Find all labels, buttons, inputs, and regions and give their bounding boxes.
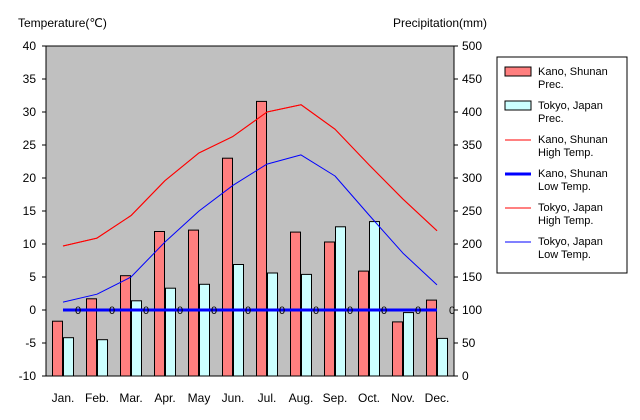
line-series-3 — [62, 154, 438, 303]
bar-tokyo-prec-1 — [97, 339, 108, 377]
x-tick-label-6: Jul. — [258, 391, 277, 405]
y-left-tick-label-4: 20 — [23, 171, 37, 185]
y-left-tick-label-9: -5 — [25, 336, 36, 350]
y-right-tick-label-1: 450 — [462, 72, 482, 86]
bar-tokyo-prec-11 — [437, 337, 448, 377]
bar-kano-prec-1 — [86, 298, 97, 377]
y-right-tick-label-2: 400 — [462, 105, 482, 119]
bar-tokyo-prec-3 — [165, 287, 176, 377]
zero-marker-5: 0 — [245, 305, 251, 317]
y-left-tick-label-3: 25 — [23, 138, 37, 152]
bars-layer — [52, 100, 448, 377]
y-axis-left-title: Temperature(℃) — [18, 16, 107, 30]
x-tick-label-11: Dec. — [425, 391, 450, 405]
legend-swatch-0 — [504, 66, 532, 77]
y-right-tick-label-5: 250 — [462, 204, 482, 218]
legend-box — [496, 56, 628, 274]
x-tick-label-9: Oct. — [358, 391, 380, 405]
x-tick-label-5: Jun. — [222, 391, 245, 405]
legend-label-4-line2: High Temp. — [538, 215, 593, 227]
y-right-tick-label-10: 0 — [462, 369, 469, 383]
bar-kano-prec-9 — [358, 270, 369, 377]
bar-kano-prec-7 — [290, 231, 301, 377]
plot-area — [45, 45, 455, 377]
line-series-0 — [62, 104, 438, 247]
zero-marker-11: 0 — [449, 305, 455, 317]
legend-label-5-line2: Low Temp. — [538, 249, 591, 261]
zero-marker-4: 0 — [211, 305, 217, 317]
legend-label-2-line1: Kano, Shunan — [538, 134, 608, 146]
y-right-tick-label-0: 500 — [462, 39, 482, 53]
x-tick-label-4: May — [188, 391, 211, 405]
bar-tokyo-prec-0 — [63, 337, 74, 377]
y-left-tick-label-8: 0 — [29, 303, 36, 317]
x-tick-label-10: Nov. — [391, 391, 415, 405]
bar-kano-prec-6 — [256, 100, 267, 377]
zero-marker-9: 0 — [381, 305, 387, 317]
y-right-tick-label-9: 50 — [462, 336, 476, 350]
zero-marker-1: 0 — [109, 305, 115, 317]
y-left-tick-label-5: 15 — [23, 204, 37, 218]
y-right-tick-label-3: 350 — [462, 138, 482, 152]
x-axis: Jan. Feb. Mar. Apr. May Jun. Jul. Aug. Sep. Oct. N… — [52, 391, 450, 405]
zero-markers-layer: 0 0 0 0 0 0 0 0 0 0 0 0 — [75, 305, 455, 317]
x-tick-label-3: Apr. — [154, 391, 175, 405]
bar-kano-prec-4 — [188, 229, 199, 377]
bar-tokyo-prec-5 — [233, 264, 244, 377]
bar-kano-prec-10 — [392, 321, 403, 377]
x-tick-label-1: Feb. — [85, 391, 109, 405]
y-left-tick-label-7: 5 — [29, 270, 36, 284]
bar-tokyo-prec-2 — [131, 300, 142, 377]
x-tick-label-2: Mar. — [119, 391, 142, 405]
y-left-tick-label-0: 40 — [23, 39, 37, 53]
legend-label-1-line2: Prec. — [538, 113, 564, 125]
y-left-tick-label-10: -10 — [19, 369, 37, 383]
legend-label-4-line1: Tokyo, Japan — [538, 202, 603, 214]
lines-layer — [62, 104, 438, 312]
zero-marker-6: 0 — [279, 305, 285, 317]
y-right-tick-label-6: 200 — [462, 237, 482, 251]
x-tick-label-8: Sep. — [323, 391, 348, 405]
bar-tokyo-prec-4 — [199, 283, 210, 377]
zero-marker-7: 0 — [313, 305, 319, 317]
zero-marker-8: 0 — [347, 305, 353, 317]
zero-marker-10: 0 — [415, 305, 421, 317]
bar-tokyo-prec-8 — [335, 226, 346, 377]
y-right-tick-label-4: 300 — [462, 171, 482, 185]
y-axis-right-title: Precipitation(mm) — [393, 16, 487, 30]
y-left-tick-label-1: 35 — [23, 72, 37, 86]
bar-kano-prec-11 — [426, 299, 437, 377]
bar-kano-prec-3 — [154, 231, 165, 377]
bar-kano-prec-2 — [120, 275, 131, 377]
y-right-tick-label-8: 100 — [462, 303, 482, 317]
legend-label-3-line1: Kano, Shunan — [538, 168, 608, 180]
bar-tokyo-prec-9 — [369, 221, 380, 377]
legend-label-3-line2: Low Temp. — [538, 181, 591, 193]
legend-swatch-1 — [504, 100, 532, 111]
y-left-tick-label-6: 10 — [23, 237, 37, 251]
legend-label-5-line1: Tokyo, Japan — [538, 236, 603, 248]
legend-label-0-line1: Kano, Shunan — [538, 66, 608, 78]
bar-kano-prec-5 — [222, 157, 233, 377]
bar-kano-prec-0 — [52, 320, 63, 377]
bar-tokyo-prec-6 — [267, 272, 278, 377]
y-right-tick-label-7: 150 — [462, 270, 482, 284]
legend-label-1-line1: Tokyo, Japan — [538, 100, 603, 112]
y-axis-left: 40 35 30 25 20 15 10 5 0 -5 -10 — [19, 39, 46, 383]
zero-marker-0: 0 — [75, 305, 81, 317]
bar-tokyo-prec-10 — [403, 312, 414, 377]
legend-label-2-line2: High Temp. — [538, 147, 593, 159]
x-tick-label-0: Jan. — [52, 391, 75, 405]
zero-marker-2: 0 — [143, 305, 149, 317]
zero-marker-3: 0 — [177, 305, 183, 317]
bar-tokyo-prec-7 — [301, 273, 312, 377]
x-tick-label-7: Aug. — [289, 391, 314, 405]
legend-label-0-line2: Prec. — [538, 79, 564, 91]
y-left-tick-label-2: 30 — [23, 105, 37, 119]
